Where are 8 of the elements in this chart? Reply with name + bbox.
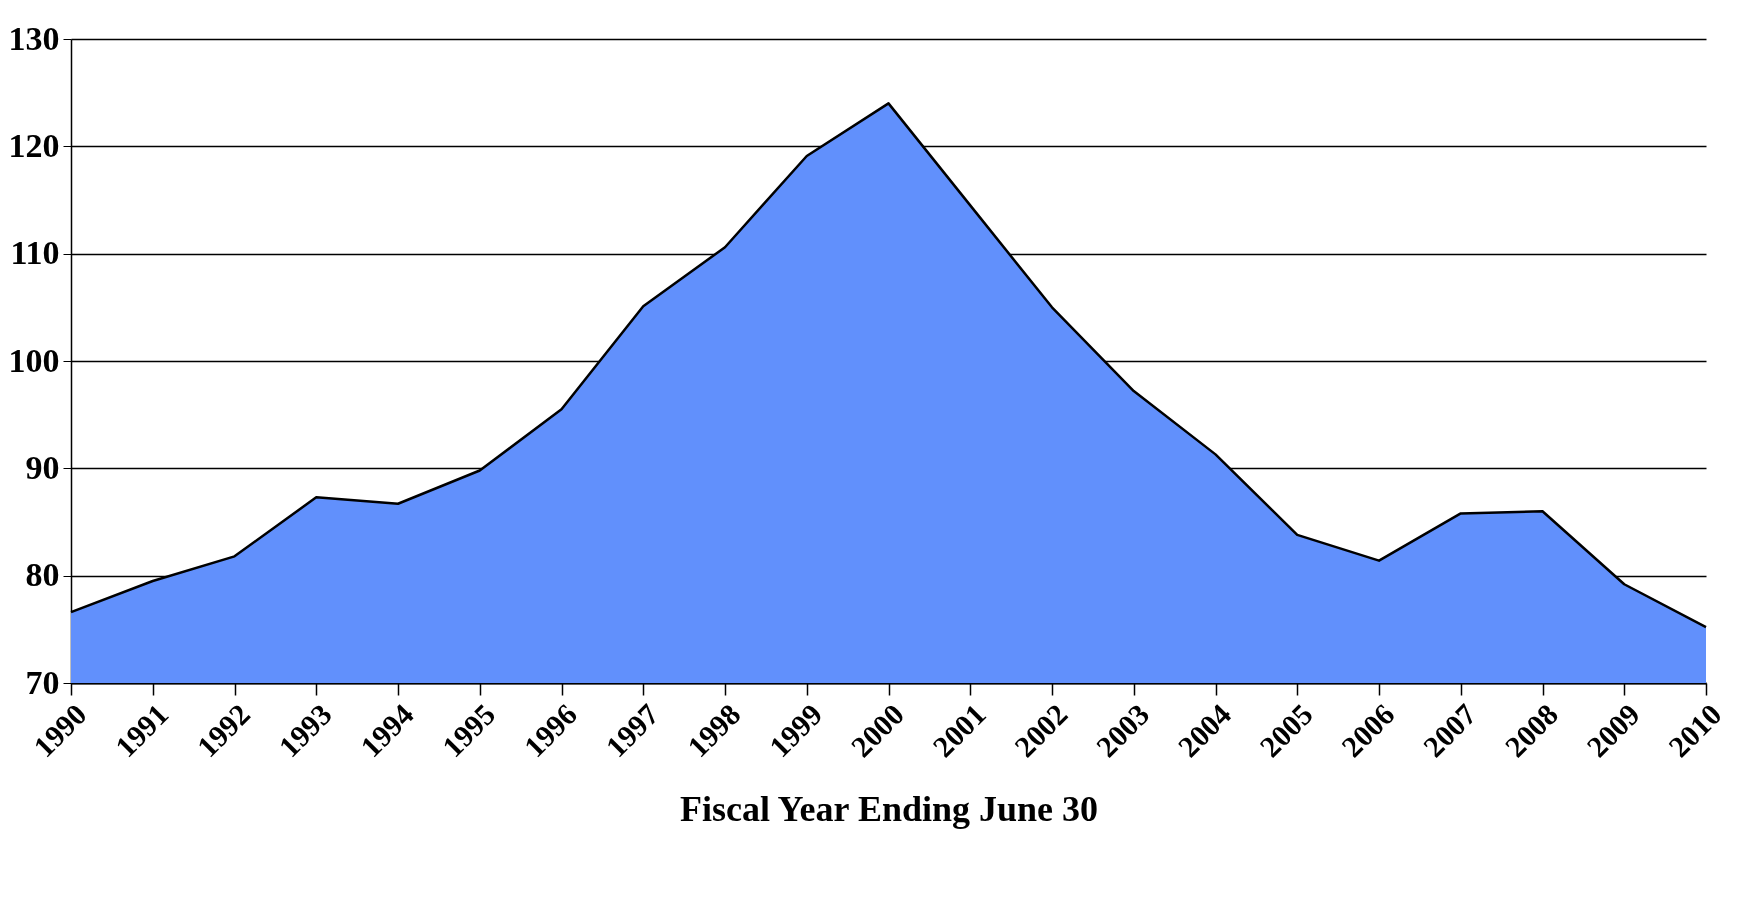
x-tick-label: 1991 <box>108 697 175 764</box>
y-tick-label: 90 <box>25 448 60 486</box>
y-tick-label: 110 <box>10 234 60 272</box>
y-tick-label: 120 <box>8 126 60 164</box>
y-tick-label: 130 <box>8 19 60 57</box>
x-axis-title: Fiscal Year Ending June 30 <box>679 789 1099 830</box>
y-tick-label: 80 <box>25 556 60 594</box>
y-tick-label: 100 <box>8 341 60 379</box>
